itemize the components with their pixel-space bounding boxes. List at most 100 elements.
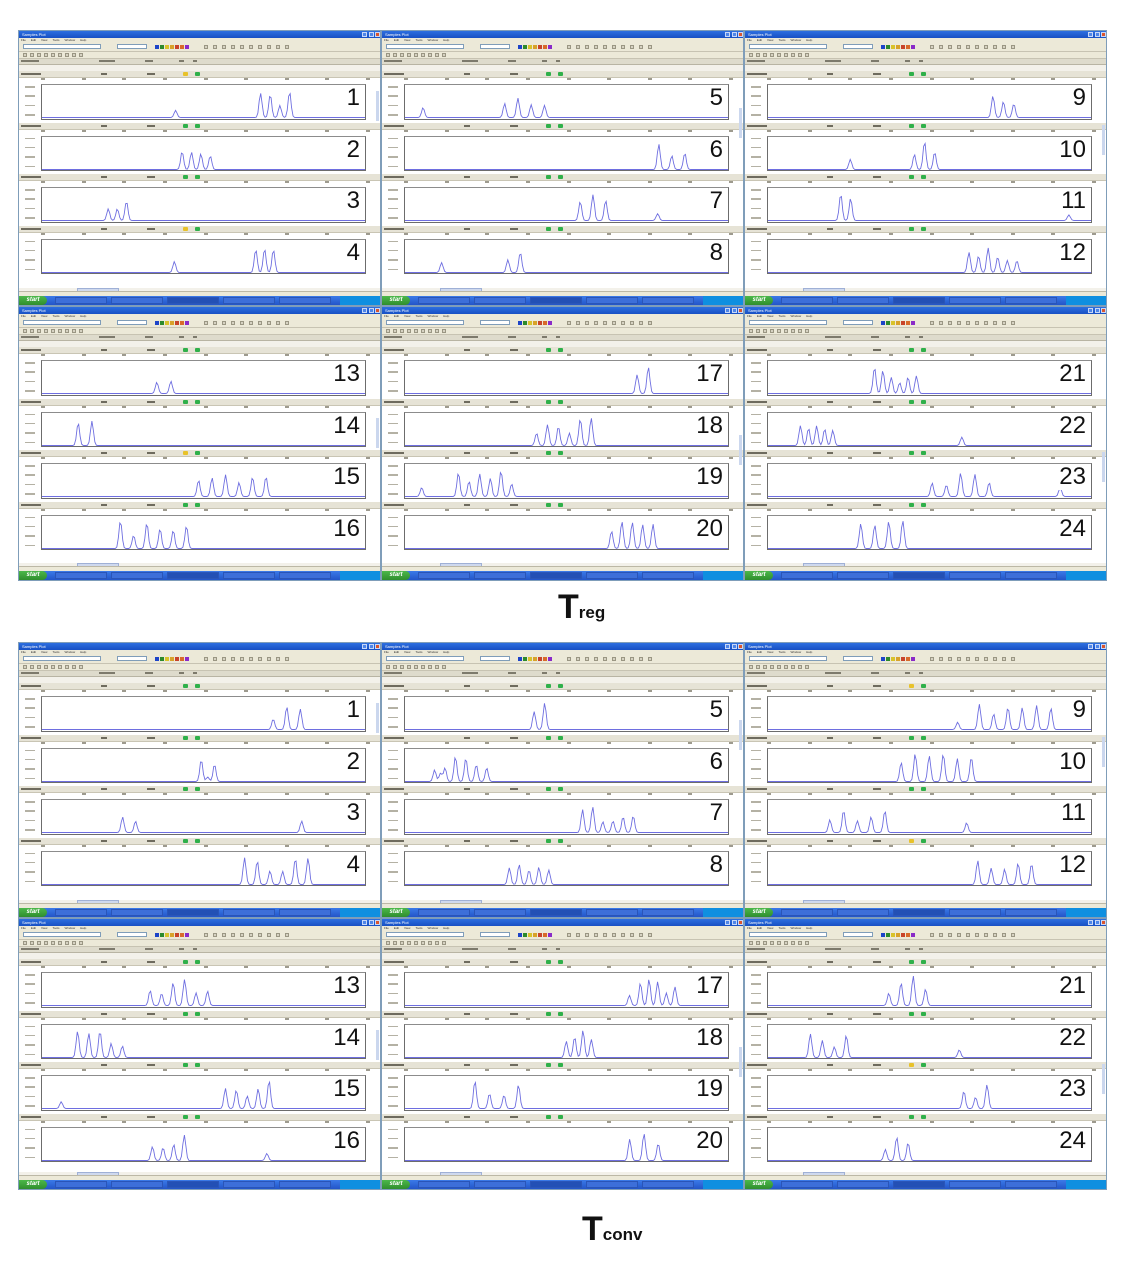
toolbar-button[interactable] <box>231 657 235 661</box>
menu-item[interactable]: Window <box>790 650 802 654</box>
toolbar-button[interactable] <box>639 933 643 937</box>
zoom-button[interactable] <box>805 941 809 945</box>
zoom-button[interactable] <box>51 941 55 945</box>
taskbar-task-button[interactable] <box>418 297 470 304</box>
toolbar-button[interactable] <box>948 321 952 325</box>
dye-color-button[interactable] <box>538 45 542 49</box>
menu-item[interactable]: Help <box>443 926 450 930</box>
menu-item[interactable]: Tools <box>778 38 786 42</box>
taskbar-task-button[interactable] <box>279 297 331 304</box>
zoom-button[interactable] <box>79 329 83 333</box>
taskbar-task-button[interactable] <box>279 1181 331 1188</box>
maximize-button[interactable] <box>1095 920 1100 925</box>
taskbar-task-button[interactable] <box>586 1181 638 1188</box>
dye-color-button[interactable] <box>906 657 910 661</box>
taskbar-task-button[interactable] <box>55 297 107 304</box>
zoom-button[interactable] <box>770 329 774 333</box>
menu-item[interactable]: View <box>41 314 48 318</box>
toolbar-button[interactable] <box>276 657 280 661</box>
dye-color-button[interactable] <box>165 45 169 49</box>
toolbar-button[interactable] <box>249 45 253 49</box>
toolbar-button[interactable] <box>267 933 271 937</box>
toolbar-button[interactable] <box>930 45 934 49</box>
dye-color-button[interactable] <box>543 321 547 325</box>
zoom-button[interactable] <box>784 53 788 57</box>
zoom-button[interactable] <box>44 941 48 945</box>
menu-item[interactable]: Tools <box>52 926 60 930</box>
plot-setting-select[interactable] <box>23 320 101 325</box>
toolbar-button[interactable] <box>993 321 997 325</box>
menu-item[interactable]: File <box>21 926 26 930</box>
zoom-button[interactable] <box>442 941 446 945</box>
toolbar-button[interactable] <box>576 321 580 325</box>
menu-item[interactable]: Window <box>64 38 76 42</box>
maximize-button[interactable] <box>369 920 374 925</box>
dye-color-button[interactable] <box>896 933 900 937</box>
toolbar-button[interactable] <box>240 45 244 49</box>
toolbar-button[interactable] <box>240 933 244 937</box>
menu-item[interactable]: File <box>21 38 26 42</box>
zoom-button[interactable] <box>30 329 34 333</box>
start-button[interactable]: start <box>382 1180 410 1189</box>
zoom-button[interactable] <box>58 53 62 57</box>
plot-setting-select[interactable] <box>386 932 464 937</box>
dye-color-button[interactable] <box>180 933 184 937</box>
zoom-button[interactable] <box>770 53 774 57</box>
vertical-scrollbar[interactable] <box>739 108 742 138</box>
vertical-scrollbar[interactable] <box>376 91 379 121</box>
close-button[interactable] <box>738 920 743 925</box>
taskbar-task-button[interactable] <box>837 909 889 916</box>
dye-color-button[interactable] <box>180 45 184 49</box>
menu-item[interactable]: Edit <box>30 314 37 318</box>
zoom-button[interactable] <box>421 941 425 945</box>
zoom-button[interactable] <box>23 941 27 945</box>
taskbar-task-button[interactable] <box>55 572 107 579</box>
panes-select[interactable] <box>117 320 147 325</box>
zoom-button[interactable] <box>30 941 34 945</box>
zoom-button[interactable] <box>400 665 404 669</box>
zoom-button[interactable] <box>763 53 767 57</box>
toolbar-button[interactable] <box>603 657 607 661</box>
plot-setting-select[interactable] <box>386 320 464 325</box>
toolbar-button[interactable] <box>984 45 988 49</box>
zoom-button[interactable] <box>798 941 802 945</box>
zoom-button[interactable] <box>414 941 418 945</box>
zoom-button[interactable] <box>65 53 69 57</box>
zoom-button[interactable] <box>805 665 809 669</box>
toolbar-button[interactable] <box>939 933 943 937</box>
minimize-button[interactable] <box>1088 644 1093 649</box>
taskbar-task-button[interactable] <box>893 572 945 579</box>
taskbar-task-button[interactable] <box>949 297 1001 304</box>
dye-color-button[interactable] <box>891 45 895 49</box>
menu-item[interactable]: File <box>747 314 752 318</box>
toolbar-button[interactable] <box>957 933 961 937</box>
toolbar-button[interactable] <box>648 45 652 49</box>
dye-color-button[interactable] <box>911 657 915 661</box>
start-button[interactable]: start <box>382 296 410 305</box>
minimize-button[interactable] <box>725 644 730 649</box>
panes-select[interactable] <box>843 320 873 325</box>
dye-color-button[interactable] <box>543 657 547 661</box>
toolbar-button[interactable] <box>276 321 280 325</box>
menu-item[interactable]: Tools <box>415 650 423 654</box>
taskbar-task-button[interactable] <box>111 909 163 916</box>
maximize-button[interactable] <box>1095 308 1100 313</box>
zoom-button[interactable] <box>393 53 397 57</box>
panes-select[interactable] <box>480 320 510 325</box>
zoom-button[interactable] <box>400 329 404 333</box>
zoom-button[interactable] <box>763 329 767 333</box>
menu-item[interactable]: Edit <box>393 314 400 318</box>
menu-item[interactable]: View <box>404 314 411 318</box>
zoom-button[interactable] <box>777 941 781 945</box>
vertical-scrollbar[interactable] <box>376 703 379 733</box>
zoom-button[interactable] <box>770 941 774 945</box>
minimize-button[interactable] <box>1088 920 1093 925</box>
toolbar-button[interactable] <box>285 321 289 325</box>
dye-color-button[interactable] <box>165 933 169 937</box>
dye-color-button[interactable] <box>538 933 542 937</box>
toolbar-button[interactable] <box>975 321 979 325</box>
menu-item[interactable]: Edit <box>756 650 763 654</box>
toolbar-button[interactable] <box>648 657 652 661</box>
taskbar-task-button[interactable] <box>55 909 107 916</box>
dye-color-button[interactable] <box>911 45 915 49</box>
